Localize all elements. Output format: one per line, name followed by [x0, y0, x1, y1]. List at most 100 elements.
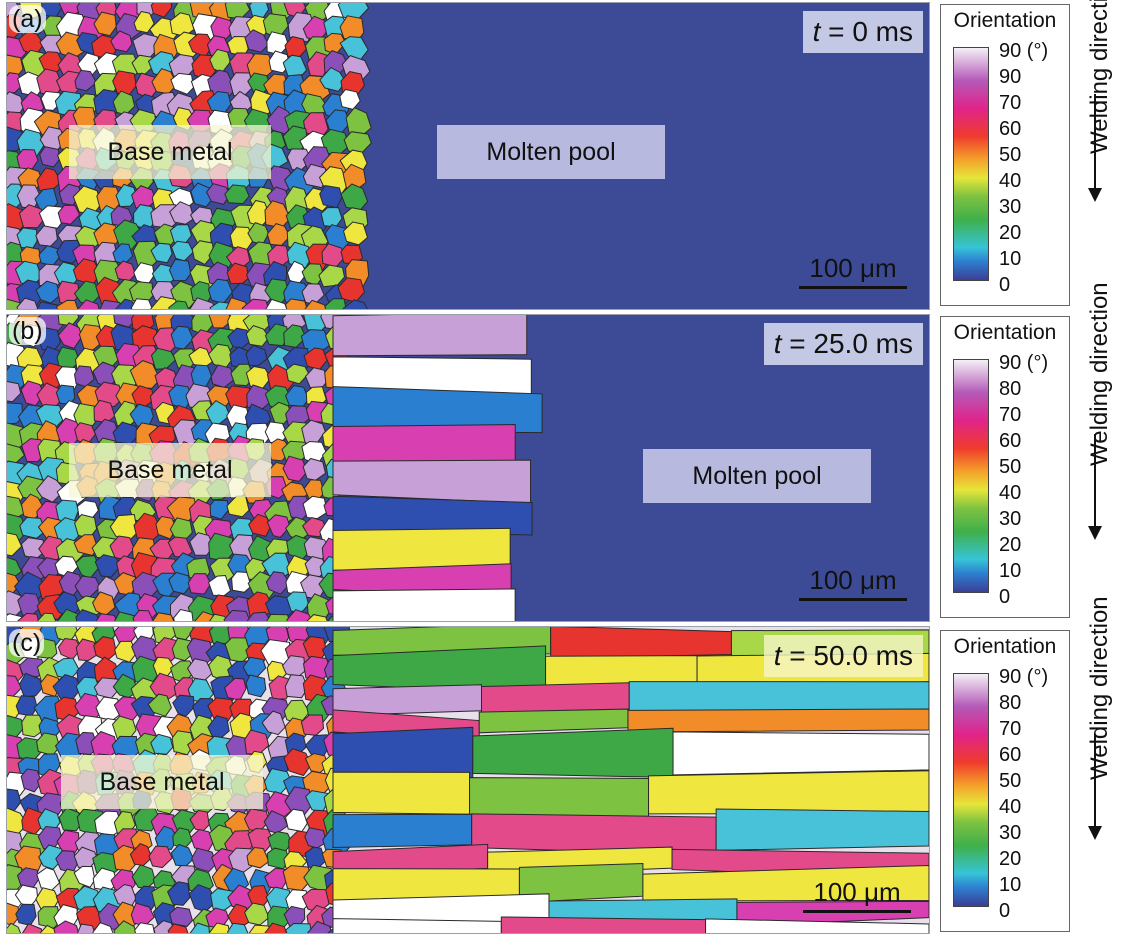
- panel-label: (a): [9, 5, 46, 34]
- molten-pool-label: Molten pool: [437, 125, 665, 179]
- grain: [266, 613, 291, 621]
- grain: [18, 204, 45, 229]
- grain: [20, 768, 43, 793]
- grain: [19, 516, 46, 539]
- grain: [245, 344, 268, 367]
- grain: [129, 360, 161, 389]
- time-label: t = 25.0 ms: [763, 323, 923, 365]
- grain: [246, 846, 270, 869]
- grain: [285, 922, 313, 933]
- legend-tick: 50: [999, 144, 1022, 166]
- welding-direction-label: Welding direction: [1086, 596, 1113, 780]
- base-metal-label: Base metal: [69, 125, 271, 179]
- grain: [285, 363, 310, 385]
- legend-tick: 20: [999, 848, 1022, 870]
- grain: [94, 554, 121, 578]
- grain: [15, 695, 38, 717]
- grain: [266, 514, 291, 539]
- columnar-grain: [332, 771, 471, 815]
- grain: [38, 205, 65, 229]
- columnar-grain: [332, 588, 516, 621]
- grain: [246, 611, 271, 621]
- legend-tick: 30: [999, 508, 1022, 530]
- grain: [265, 571, 291, 595]
- grain: [319, 185, 343, 209]
- grain: [225, 296, 249, 309]
- grain: [319, 66, 347, 92]
- columnar-grain: [648, 770, 929, 815]
- legend-tick: 20: [999, 222, 1022, 244]
- grain: [230, 363, 255, 387]
- columnar-grain: [500, 916, 707, 933]
- legend-tick: 60: [999, 430, 1022, 452]
- columnar-grain: [332, 918, 502, 933]
- grain: [191, 240, 215, 266]
- grain: [35, 280, 62, 304]
- arrow-head-icon: [1088, 188, 1102, 202]
- legend-tick: 90 (°): [999, 352, 1049, 374]
- grain: [16, 297, 39, 309]
- grain: [189, 922, 210, 933]
- base-metal-grains: [7, 3, 372, 309]
- columnar-grain: [332, 315, 528, 357]
- legend-tick: 10: [999, 248, 1022, 270]
- welding-direction-b: Welding direction: [1084, 282, 1128, 616]
- grain: [306, 614, 328, 621]
- grain: [265, 298, 288, 309]
- grain: [209, 613, 228, 621]
- grain: [7, 532, 23, 557]
- grain: [264, 323, 289, 347]
- grain: [189, 532, 214, 556]
- grain: [57, 322, 83, 350]
- columnar-grains: [332, 627, 929, 933]
- columnar-grain: [471, 813, 717, 856]
- legend-tick: 60: [999, 118, 1022, 140]
- panel-b: (b) t = 25.0 ms Base metal Molten pool 1…: [6, 314, 930, 622]
- legend-tick: 80: [999, 692, 1022, 714]
- grain: [342, 299, 368, 309]
- columnar-grain: [332, 495, 533, 536]
- legend-tick: 10: [999, 560, 1022, 582]
- grain: [147, 693, 172, 717]
- grain: [7, 380, 22, 403]
- legend-title: Orientation: [953, 9, 1057, 32]
- legend-tick: 20: [999, 534, 1022, 556]
- orientation-legend-b: Orientation 90 (°) 80 70 60 50 40 30 20 10 0: [940, 316, 1070, 618]
- scale-bar: 100 μm: [799, 565, 907, 601]
- grain: [17, 612, 40, 621]
- columnar-grain: [705, 918, 929, 933]
- grain: [150, 3, 173, 18]
- color-scale-bar: [953, 673, 989, 907]
- columnar-grain: [672, 731, 929, 776]
- grain: [95, 613, 118, 621]
- legend-tick: 40: [999, 482, 1022, 504]
- grain: [73, 865, 96, 888]
- grain: [99, 299, 123, 309]
- grain: [77, 923, 96, 933]
- grain: [155, 515, 177, 540]
- grain: [57, 204, 81, 225]
- columnar-grain: [332, 684, 483, 717]
- grain: [113, 920, 137, 933]
- legend-tick: 90: [999, 66, 1022, 88]
- columnar-grain: [628, 681, 929, 715]
- grain: [171, 730, 195, 756]
- columnar-grain: [627, 708, 929, 733]
- microstructure-map-a: [7, 3, 929, 309]
- columnar-grain: [469, 777, 650, 819]
- columnar-grain: [550, 627, 732, 659]
- orientation-legend-a: Orientation 90 (°) 90 70 60 50 40 30 20 10 0: [940, 4, 1070, 306]
- grain: [231, 571, 252, 593]
- grain: [168, 571, 191, 595]
- grain: [191, 847, 217, 873]
- columnar-grain: [332, 423, 516, 465]
- base-metal-label: Base metal: [61, 755, 263, 809]
- scale-bar: 100 μm: [803, 877, 911, 913]
- columnar-grain: [642, 864, 929, 902]
- arrow-head-icon: [1088, 526, 1102, 540]
- grain: [306, 593, 332, 621]
- down-arrow-icon: [1094, 94, 1096, 188]
- grain: [223, 609, 251, 621]
- welding-direction-c: Welding direction: [1084, 596, 1128, 930]
- columnar-grain: [332, 527, 511, 571]
